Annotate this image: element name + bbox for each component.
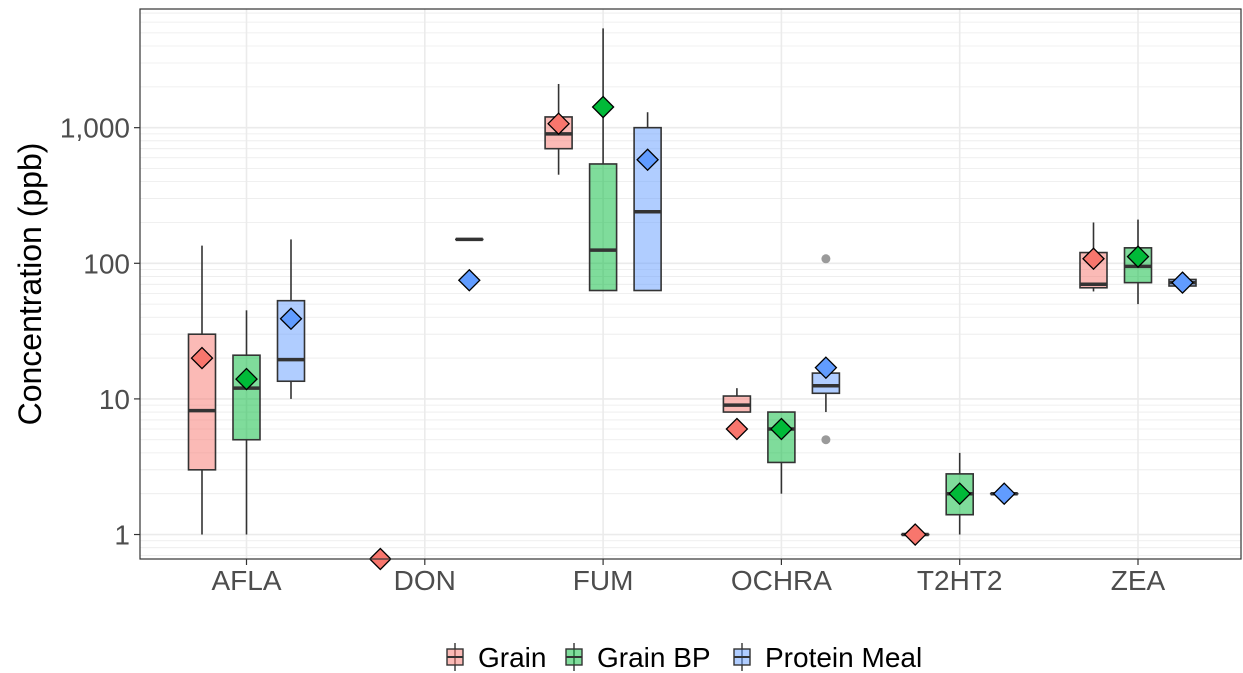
mean-marker-grain-bp-t2ht2 [948, 482, 972, 506]
panel-border [139, 8, 1242, 560]
box-grain-ochra [722, 388, 752, 413]
legend: Grain Grain BP Protein Meal [446, 642, 922, 673]
mean-marker-protein-meal-ochra [814, 356, 838, 380]
mean-marker-grain-bp-fum [591, 95, 615, 119]
x-tick-label-zea: ZEA [1111, 565, 1166, 596]
y-tick-label: 1,000 [60, 113, 130, 144]
y-tick-label: 1 [114, 520, 130, 551]
box-protein-meal-fum [633, 112, 662, 292]
mean-marker-grain-ochra [725, 417, 749, 441]
legend-label: Grain BP [597, 642, 711, 673]
y-tick-label: 10 [99, 384, 130, 415]
y-axis-title: Concentration (ppb) [12, 143, 48, 426]
mean-marker-grain-t2ht2 [903, 523, 927, 546]
legend-label: Protein Meal [765, 642, 922, 673]
axis-layer: 1 10 100 1,000 AFLA DON FUM OCHRA T2HT2 ZEA [60, 113, 1166, 596]
mean-marker-protein-meal-fum [636, 148, 660, 172]
grid-layer [140, 9, 1241, 559]
x-tick-label-don: DON [394, 565, 456, 596]
legend-item-protein-meal: Protein Meal [733, 642, 922, 673]
box-protein-meal-ochra [811, 254, 841, 445]
mean-marker-grain-fum [547, 112, 571, 136]
outlier-point [821, 435, 831, 445]
mean-marker-grain-bp-zea [1126, 245, 1150, 269]
mean-marker-protein-meal-zea [1171, 271, 1194, 295]
y-tick-label: 100 [83, 248, 130, 279]
box-body [588, 163, 618, 292]
outlier-point [821, 254, 831, 264]
mean-marker-protein-meal-don [457, 268, 481, 292]
legend-item-grain-bp: Grain BP [565, 642, 711, 673]
mean-marker-grain-bp-ochra [769, 417, 793, 441]
x-tick-label-fum: FUM [573, 565, 634, 596]
x-tick-label-ochra: OCHRA [731, 565, 832, 596]
mean-marker-protein-meal-t2ht2 [992, 482, 1016, 506]
mean-marker-grain-zea [1082, 247, 1105, 271]
x-tick-label-t2ht2: T2HT2 [917, 565, 1003, 596]
mean-layer [190, 95, 1194, 571]
mean-marker-grain-bp-afla [235, 367, 258, 391]
legend-label: Grain [478, 642, 546, 673]
mean-marker-grain-afla [190, 346, 214, 370]
legend-item-grain: Grain [446, 642, 546, 673]
mean-marker-protein-meal-afla [279, 307, 303, 331]
x-tick-label-afla: AFLA [211, 565, 281, 596]
